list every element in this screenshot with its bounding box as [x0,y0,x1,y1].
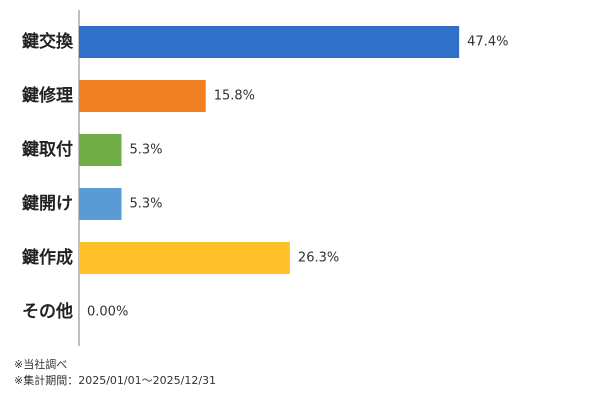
data-label: 0.00% [87,305,128,320]
category-label: 鍵作成 [22,247,73,268]
category-label: 鍵開け [22,193,73,214]
footnote-source: ※当社調べ [14,358,68,371]
category-label: 鍵取付 [22,139,73,160]
bar [79,134,122,166]
data-label: 47.4% [467,35,508,50]
data-label: 5.3% [130,143,163,158]
data-label: 26.3% [298,251,339,266]
bar [79,80,206,112]
data-label: 15.8% [214,89,255,104]
category-label: その他 [22,301,73,322]
category-label: 鍵修理 [22,85,73,106]
data-label: 5.3% [130,197,163,212]
bar [79,26,460,58]
category-label: 鍵交換 [22,31,74,52]
footnotes: ※当社調べ ※集計期間：2025/01/01～2025/12/31 [14,357,216,389]
bar [79,188,122,220]
bar [79,242,290,274]
footnote-period: ※集計期間：2025/01/01～2025/12/31 [14,374,217,387]
